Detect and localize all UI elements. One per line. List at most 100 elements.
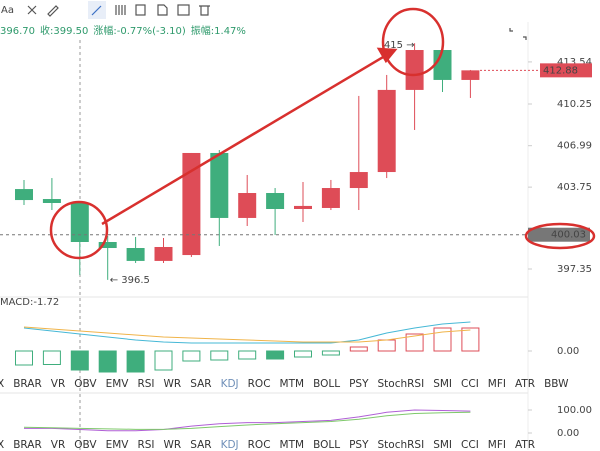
indicator-tab[interactable]: MFI	[487, 439, 506, 451]
indicator-tabs: X BRAR VR OBV EMV RSI WR SAR KDJ ROC MTM BOLL PSY Sto…	[0, 439, 535, 451]
indicator-tab[interactable]: EMV	[105, 439, 129, 451]
macd-bar	[98, 350, 117, 373]
candle-body	[321, 188, 340, 208]
tool-icon[interactable]	[135, 4, 146, 16]
fullscreen-icon[interactable]	[509, 28, 527, 40]
info-item: 收:399.50	[40, 24, 88, 37]
tool-icon[interactable]	[177, 4, 190, 16]
indicator-tab[interactable]: BOLL	[313, 378, 341, 390]
indicator-tab[interactable]: CCI	[461, 378, 479, 390]
macd-bar	[294, 350, 312, 358]
tool-icon[interactable]	[47, 5, 59, 17]
indicator-tab[interactable]: SMI	[433, 378, 453, 390]
indicator-tab[interactable]: SMI	[433, 439, 453, 451]
y-tick-label: 0.00	[557, 346, 579, 357]
indicator-line	[23, 411, 471, 430]
indicator-tab[interactable]: SAR	[190, 439, 212, 451]
candle-body	[210, 152, 229, 218]
indicator-tab[interactable]: CCI	[461, 439, 479, 451]
indicator-tab[interactable]: KDJ	[220, 439, 239, 451]
info-item: 振幅:1.47%	[191, 24, 246, 37]
indicator-tab[interactable]: StochRSI	[377, 439, 425, 451]
indicator-line	[24, 409, 471, 432]
indicator-tab[interactable]: MFI	[487, 378, 506, 390]
macd-bar	[42, 350, 61, 365]
indicator-tab[interactable]: StochRSI	[377, 378, 425, 390]
last-price-box	[540, 63, 592, 78]
indicator-tab[interactable]: MTM	[279, 378, 305, 390]
y-tick-label: 100.00	[557, 405, 592, 416]
indicator-tab[interactable]: BBW	[544, 378, 569, 390]
indicator-tab[interactable]: RSI	[137, 439, 155, 451]
candle-body	[154, 246, 173, 261]
candle-body	[377, 89, 396, 173]
macd-bar	[15, 350, 33, 366]
indicator-tab[interactable]: VR	[50, 439, 66, 451]
indicator-tab[interactable]: EMV	[105, 378, 129, 390]
candle-body	[461, 70, 480, 80]
y-tick-label: 403.75	[557, 182, 592, 193]
macd-bar	[461, 327, 480, 352]
candle-body	[433, 50, 452, 80]
crosshair-price: 400.03	[551, 230, 586, 241]
indicator-tab[interactable]: ROC	[247, 439, 271, 451]
macd-bar	[210, 350, 229, 361]
indicator-tab[interactable]: OBV	[74, 439, 97, 451]
indicator-tab[interactable]: OBV	[74, 378, 97, 390]
tool-icon[interactable]	[157, 4, 168, 16]
indicator-tab[interactable]: ROC	[247, 378, 271, 390]
macd-bar	[182, 350, 201, 362]
indicator-tab[interactable]: ATR	[515, 378, 536, 390]
candle-body	[405, 50, 424, 90]
indicator-tab[interactable]: BRAR	[13, 378, 42, 390]
indicator-tab[interactable]: WR	[163, 378, 182, 390]
indicator-tab[interactable]: VR	[50, 378, 66, 390]
indicator-tab[interactable]: BRAR	[13, 439, 42, 451]
macd-bar	[238, 350, 257, 360]
candle-body	[182, 152, 201, 256]
candle-body	[42, 199, 61, 203]
info-line: 396.70 收:399.50 涨幅:-0.77%(-3.10) 振幅:1.47%	[0, 24, 246, 37]
tool-icon[interactable]	[27, 5, 37, 15]
macd-bar	[321, 350, 340, 356]
candle-body	[238, 193, 257, 218]
info-item: 涨幅:-0.77%(-3.10)	[93, 24, 186, 37]
indicator-tab[interactable]: SAR	[190, 378, 212, 390]
macd-bar	[405, 333, 424, 352]
info-item: 396.70	[0, 26, 35, 37]
last-price: 412.88	[543, 65, 578, 76]
low-label: ← 396.5	[110, 275, 150, 286]
tool-icon[interactable]	[115, 5, 126, 15]
macd-bar	[377, 339, 396, 352]
indicator-tab[interactable]: PSY	[349, 439, 369, 451]
macd-bar	[349, 346, 368, 352]
y-tick-label: 413.54	[557, 57, 592, 68]
indicator-tab[interactable]: PSY	[349, 378, 369, 390]
macd-bar	[70, 350, 89, 371]
macd-bar	[126, 350, 145, 373]
indicator-tab[interactable]: ATR	[515, 439, 536, 451]
toolbar	[27, 1, 527, 40]
indicator-tab[interactable]: WR	[163, 439, 182, 451]
user-annotation	[49, 7, 596, 260]
tool-icon[interactable]	[91, 5, 102, 16]
candle-body	[126, 248, 145, 261]
font-button[interactable]: Aa	[1, 5, 14, 16]
indicator-tab[interactable]: X	[0, 378, 5, 390]
candle-body	[15, 189, 33, 201]
indicator-line	[23, 321, 471, 344]
macd-bar	[154, 350, 173, 371]
indicator-tab[interactable]: KDJ	[220, 378, 239, 390]
y-tick-label: 410.25	[557, 99, 592, 110]
indicator-tab[interactable]: BOLL	[313, 439, 341, 451]
indicator-tab[interactable]: X	[0, 439, 5, 451]
high-label: 415 →	[384, 40, 415, 51]
indicator-line	[23, 326, 471, 343]
tool-icon[interactable]	[199, 5, 210, 16]
candle-body	[266, 193, 285, 209]
indicator-tab[interactable]: MTM	[279, 439, 305, 451]
y-tick-label: 0.00	[557, 428, 579, 439]
indicator-tab[interactable]: RSI	[137, 378, 155, 390]
